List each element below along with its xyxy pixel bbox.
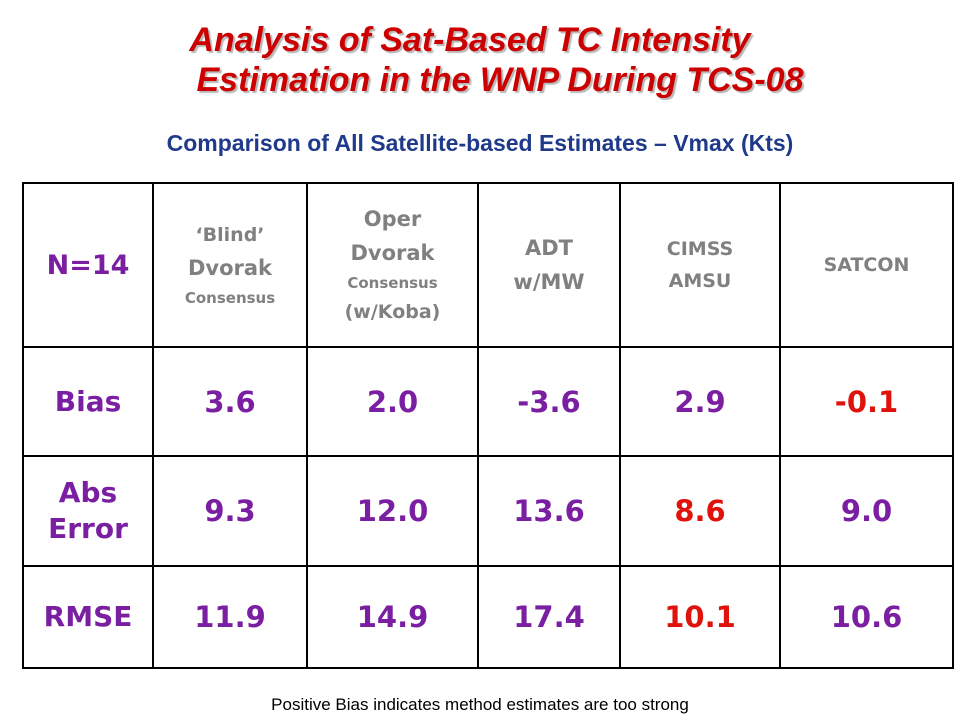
column-header-blind-dvorak: ‘Blind’ Dvorak Consensus xyxy=(152,182,308,348)
value-cell: 12.0 xyxy=(306,455,479,567)
row-label-cell: Bias xyxy=(22,346,154,457)
cell-value: 3.6 xyxy=(204,384,256,419)
value-cell: 9.0 xyxy=(779,455,954,567)
value-cell: 8.6 xyxy=(619,455,781,567)
column-header-line: (w/Koba) xyxy=(344,301,441,323)
cell-value-best: -0.1 xyxy=(834,384,899,419)
cell-value: 13.6 xyxy=(513,494,585,528)
column-header-line: ‘Blind’ xyxy=(195,224,265,246)
value-cell: 3.6 xyxy=(152,346,308,457)
value-cell: 2.9 xyxy=(619,346,781,457)
column-header-line: Consensus xyxy=(347,274,438,292)
value-cell: 17.4 xyxy=(477,565,621,669)
column-header-line: ADT xyxy=(524,236,573,260)
table-row-rmse: RMSE 11.9 14.9 17.4 10.1 10.6 xyxy=(22,565,954,669)
row-label-cell: Abs Error xyxy=(22,455,154,567)
cell-value: 11.9 xyxy=(194,600,266,634)
row-label: Bias xyxy=(54,384,122,418)
title-line-1: Analysis of Sat-Based TC Intensity xyxy=(189,21,751,59)
cell-value: 2.9 xyxy=(674,384,726,419)
value-cell: 14.9 xyxy=(306,565,479,669)
value-cell: 11.9 xyxy=(152,565,308,669)
cell-value-best: 8.6 xyxy=(674,494,726,528)
column-header-line: CIMSS xyxy=(666,238,734,260)
column-header-oper-dvorak: Oper Dvorak Consensus (w/Koba) xyxy=(306,182,479,348)
column-header-adt: ADT w/MW xyxy=(477,182,621,348)
value-cell: 10.6 xyxy=(779,565,954,669)
row-label: Error xyxy=(48,512,128,545)
cell-value: 2.0 xyxy=(366,384,419,419)
cell-value: 14.9 xyxy=(356,600,429,634)
column-header-line: Dvorak xyxy=(187,256,273,280)
value-cell: 2.0 xyxy=(306,346,479,457)
column-header-line: Consensus xyxy=(184,289,276,307)
value-cell: 10.1 xyxy=(619,565,781,669)
table-caption: Comparison of All Satellite-based Estima… xyxy=(166,130,794,156)
value-cell: 13.6 xyxy=(477,455,621,567)
footnote: Positive Bias indicates method estimates… xyxy=(271,695,689,714)
column-header-line: w/MW xyxy=(513,270,585,294)
column-header-line: AMSU xyxy=(668,270,732,292)
value-cell: -3.6 xyxy=(477,346,621,457)
cell-value: 12.0 xyxy=(356,494,429,528)
value-cell: -0.1 xyxy=(779,346,954,457)
table-row-abs-error: Abs Error 9.3 12.0 13.6 8.6 9.0 xyxy=(22,455,954,567)
cell-value: 9.3 xyxy=(204,494,256,528)
cell-value: -3.6 xyxy=(517,384,581,419)
row-label: Abs xyxy=(58,476,118,509)
column-header-line: Oper xyxy=(363,207,422,231)
value-cell: 9.3 xyxy=(152,455,308,567)
cell-value: 10.6 xyxy=(830,600,903,634)
slide-title: Analysis of Sat-Based TC Intensity Estim… xyxy=(0,20,960,100)
column-header-line: SATCON xyxy=(823,254,910,276)
column-header-cimss-amsu: CIMSS AMSU xyxy=(619,182,781,348)
cell-value: 17.4 xyxy=(513,600,585,634)
table-row-bias: Bias 3.6 2.0 -3.6 2.9 -0.1 xyxy=(22,346,954,457)
cell-value: 9.0 xyxy=(840,494,893,528)
column-header-line: Dvorak xyxy=(350,241,435,265)
title-line-2: Estimation in the WNP During TCS-08 xyxy=(196,61,804,99)
corner-cell: N=14 xyxy=(22,182,154,348)
cell-value-best: 10.1 xyxy=(664,600,736,634)
row-label-cell: RMSE xyxy=(22,565,154,669)
comparison-table: N=14 ‘Blind’ Dvorak Consensus Oper Dvora… xyxy=(22,182,954,669)
header-row: N=14 ‘Blind’ Dvorak Consensus Oper Dvora… xyxy=(22,182,954,348)
row-label: RMSE xyxy=(43,600,133,633)
column-header-satcon: SATCON xyxy=(779,182,954,348)
sample-size-label: N=14 xyxy=(46,249,130,281)
